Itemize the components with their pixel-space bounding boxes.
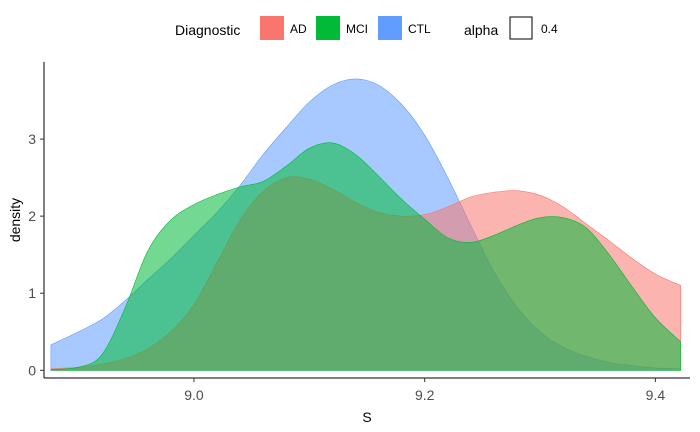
y-tick-label: 3 <box>28 131 36 147</box>
legend-label-ctl: CTL <box>408 22 431 36</box>
legend: Diagnostic AD MCI CTL alpha 0.4 <box>175 16 558 40</box>
legend-label-alpha: 0.4 <box>541 22 558 36</box>
y-tick-label: 1 <box>28 285 36 301</box>
legend-key-mci <box>316 16 340 40</box>
legend-key-ad <box>260 16 284 40</box>
legend-alpha-title: alpha <box>464 22 498 38</box>
legend-key-ctl <box>378 16 402 40</box>
density-areas <box>50 78 682 371</box>
x-axis-ticks: 9.0 9.2 9.4 <box>184 378 665 403</box>
x-tick-label: 9.0 <box>184 387 204 403</box>
density-area-mci <box>50 142 682 371</box>
legend-key-alpha <box>509 16 533 40</box>
x-tick-label: 9.4 <box>646 387 666 403</box>
legend-label-ad: AD <box>290 22 307 36</box>
y-tick-label: 2 <box>28 208 36 224</box>
legend-fill-title: Diagnostic <box>175 22 240 38</box>
y-axis-title: density <box>7 198 23 242</box>
legend-label-mci: MCI <box>346 22 368 36</box>
x-tick-label: 9.2 <box>415 387 435 403</box>
y-tick-label: 0 <box>28 362 36 378</box>
x-axis-title: S <box>362 409 371 425</box>
y-axis-ticks: 0 1 2 3 <box>28 131 44 378</box>
